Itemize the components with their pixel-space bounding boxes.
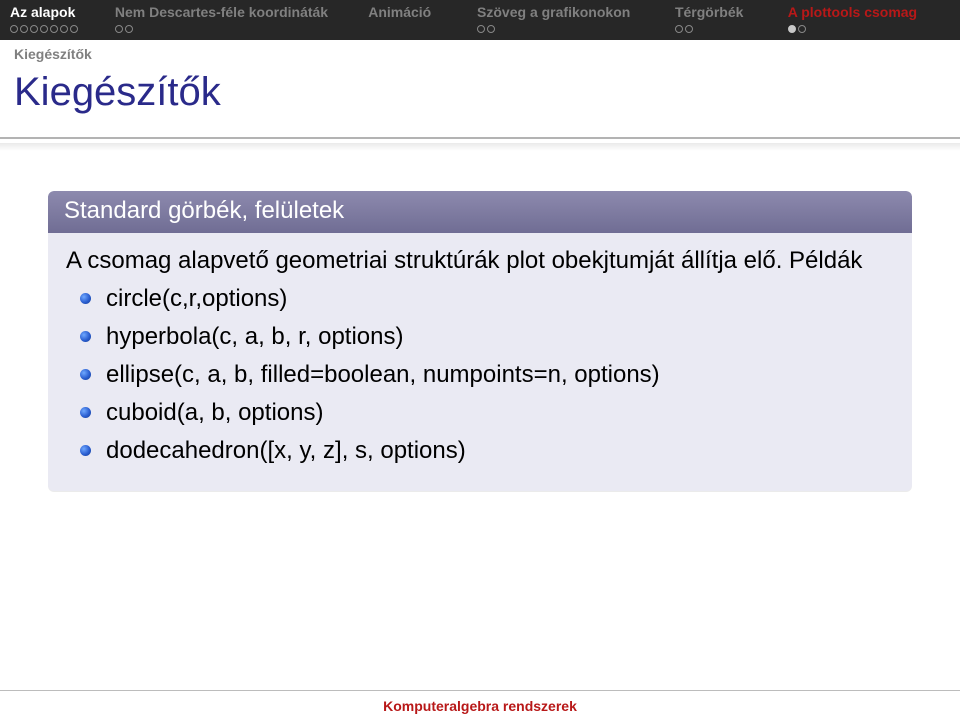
progress-dot[interactable] (675, 25, 683, 33)
nav-label: Animáció (368, 4, 477, 22)
page-title: Kiegészítők (0, 64, 960, 137)
progress-dot[interactable] (685, 25, 693, 33)
progress-dot[interactable] (30, 25, 38, 33)
progress-dot[interactable] (10, 25, 18, 33)
nav-progress-dots (10, 24, 115, 34)
progress-dot[interactable] (477, 25, 485, 33)
nav-item-1[interactable]: Nem Descartes-féle koordináták (115, 4, 368, 34)
info-block: Standard görbék, felületek A csomag alap… (48, 191, 912, 491)
progress-dot[interactable] (50, 25, 58, 33)
nav-item-4[interactable]: Térgörbék (675, 4, 788, 34)
nav-progress-dots (477, 24, 675, 34)
nav-progress-dots (115, 24, 368, 34)
nav-bar: Az alapokNem Descartes-féle koordinátákA… (0, 0, 960, 40)
footer: Komputeralgebra rendszerek (0, 690, 960, 720)
footer-text: Komputeralgebra rendszerek (383, 698, 577, 714)
nav-item-3[interactable]: Szöveg a grafikonokon (477, 4, 675, 34)
content-area: Standard görbék, felületek A csomag alap… (0, 151, 960, 491)
section-subhead: Kiegészítők (0, 40, 960, 64)
block-title: Standard görbék, felületek (48, 191, 912, 233)
block-intro: A csomag alapvető geometriai struktúrák … (66, 243, 894, 279)
progress-dot[interactable] (20, 25, 28, 33)
block-body: A csomag alapvető geometriai struktúrák … (48, 233, 912, 491)
divider (0, 137, 960, 151)
nav-label: Térgörbék (675, 4, 788, 22)
nav-progress-dots (368, 24, 477, 34)
nav-label: Nem Descartes-féle koordináták (115, 4, 368, 22)
progress-dot[interactable] (788, 25, 796, 33)
nav-label: Szöveg a grafikonokon (477, 4, 675, 22)
list-item: cuboid(a, b, options) (80, 395, 894, 431)
list-item: circle(c,r,options) (80, 281, 894, 317)
progress-dot[interactable] (40, 25, 48, 33)
nav-label: Az alapok (10, 4, 115, 22)
nav-item-5[interactable]: A plottools csomag (788, 4, 950, 34)
list-item: dodecahedron([x, y, z], s, options) (80, 433, 894, 469)
progress-dot[interactable] (60, 25, 68, 33)
nav-item-0[interactable]: Az alapok (10, 4, 115, 34)
progress-dot[interactable] (70, 25, 78, 33)
nav-progress-dots (788, 24, 950, 34)
example-list: circle(c,r,options)hyperbola(c, a, b, r,… (66, 281, 894, 469)
subhead-label: Kiegészítők (14, 46, 92, 62)
progress-dot[interactable] (798, 25, 806, 33)
progress-dot[interactable] (115, 25, 123, 33)
progress-dot[interactable] (125, 25, 133, 33)
list-item: hyperbola(c, a, b, r, options) (80, 319, 894, 355)
nav-item-2[interactable]: Animáció (368, 4, 477, 34)
nav-label: A plottools csomag (788, 4, 950, 22)
nav-progress-dots (675, 24, 788, 34)
progress-dot[interactable] (487, 25, 495, 33)
list-item: ellipse(c, a, b, filled=boolean, numpoin… (80, 357, 894, 393)
